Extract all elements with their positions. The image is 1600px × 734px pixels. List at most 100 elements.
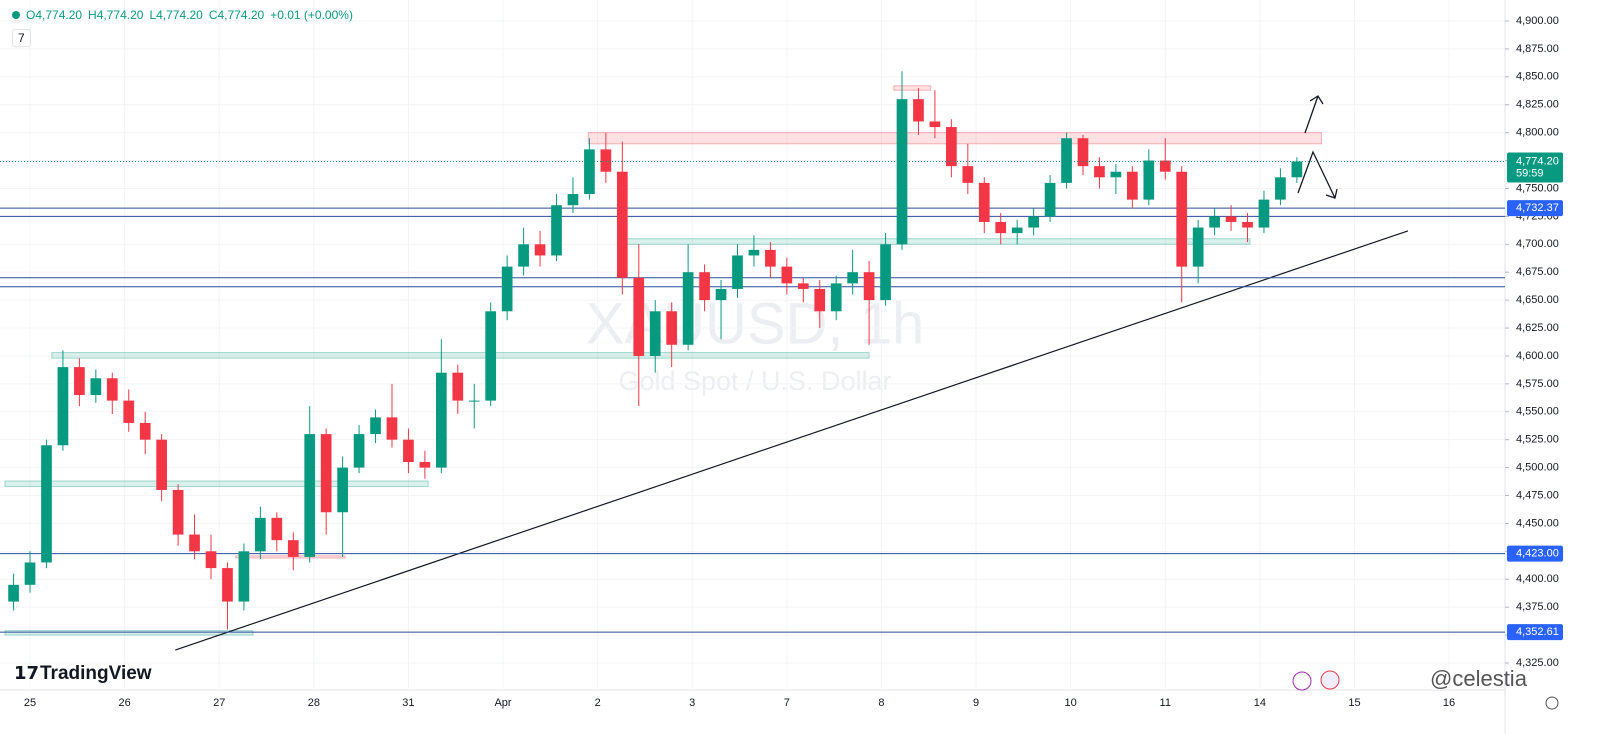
candle-body [551,205,562,256]
candle-body [172,489,184,535]
candle-body [732,255,743,289]
y-tick-label: 4,625.00 [1516,322,1559,334]
x-tick-label: 28 [308,697,320,709]
y-tick-label: 4,550.00 [1516,406,1559,418]
status-dot [12,11,20,19]
arrow-down [1297,150,1338,199]
y-tick-label: 4,675.00 [1516,266,1559,278]
candle-body [748,249,760,256]
candle-body [8,584,19,602]
candle-body [255,517,266,552]
candle-body [1061,138,1072,183]
candle-body [1110,171,1122,178]
x-tick-label: 16 [1443,697,1455,709]
icon-flag[interactable] [1320,670,1340,690]
y-tick-label: 4,525.00 [1516,434,1559,446]
candle-body [1044,182,1056,217]
y-tick-label: 4,325.00 [1516,657,1559,669]
y-tick-label: 4,575.00 [1516,378,1559,390]
x-tick-label: 31 [402,697,414,709]
arrow-up [1304,95,1324,134]
price-label-box [1507,624,1563,641]
candle-body [600,149,612,172]
candle-body [1275,177,1286,200]
candle-body [847,272,859,284]
candle-body [1192,227,1204,267]
ohlc-value: L4,774.20 [149,8,203,22]
candle-body [337,467,348,513]
ohlc-value: C4,774.20 [208,8,265,22]
candle-body [271,517,283,541]
candle-body [699,272,710,301]
candle-body [287,540,299,557]
candle-body [1094,166,1105,178]
zone [893,85,932,91]
x-tick-label: 27 [213,697,225,709]
candle-body [1258,199,1270,228]
price-label-box [1507,545,1563,562]
candle-body [123,400,135,423]
price-label: 4,732.37 [1516,202,1559,214]
y-tick-label: 4,600.00 [1516,350,1559,362]
y-tick-label: 4,750.00 [1516,182,1559,194]
candle-body [452,372,464,401]
indicator-toggle[interactable]: 7 [12,29,31,47]
plot [0,0,1505,690]
icon-flash[interactable] [1292,671,1312,691]
watermark-description: Gold Spot / U.S. Dollar [618,366,891,396]
candle-body [1242,221,1253,228]
trend-line [175,230,1409,651]
y-tick-label: 4,900.00 [1516,15,1559,27]
ohlc-value: H4,774.20 [88,8,144,22]
x-tick-label: 25 [24,697,36,709]
candle-body [946,127,957,167]
candle-body [863,272,875,301]
candle-body [616,171,628,278]
brand-logo: 𝟭𝟳 [14,663,39,683]
candle-body [1127,171,1138,200]
candle-body [501,266,513,312]
price-label-box [1507,200,1563,217]
candle-body [534,244,546,256]
candle-body [1209,216,1220,228]
countdown: 59:59 [1516,167,1544,179]
settings-icon[interactable] [1545,696,1559,710]
y-tick-label: 4,850.00 [1516,71,1559,83]
x-tick-label: 11 [1160,697,1171,709]
signature: @celestia [1430,666,1528,691]
x-tick-label: Apr [494,697,511,709]
x-tick-label: 9 [973,697,979,709]
candle-body [57,367,69,446]
candle-body [370,417,381,435]
candle-body [106,378,118,401]
candle-body [1159,160,1171,172]
x-tick-label: 3 [689,697,695,709]
ohlc-legend: O4,774.20 H4,774.20 L4,774.20 C4,774.20 +0.0… [12,8,353,22]
y-tick-label: 4,450.00 [1516,517,1559,529]
candle-body [353,434,365,468]
x-tick-label: 15 [1348,697,1360,709]
candle-body [139,422,151,440]
zone [4,480,429,488]
candle-body [74,367,85,396]
candle-body [41,445,52,563]
candle-body [386,417,398,440]
candle-body [781,266,793,284]
candle-body [222,568,233,602]
candle-body [1143,160,1155,200]
zone [624,238,1251,245]
candle-body [715,288,727,301]
x-tick-label: 2 [595,697,601,709]
ohlc-value: +0.01 (+0.00%) [270,8,353,22]
candle-body [435,372,447,468]
candle-body [485,311,497,401]
candle-body [1225,216,1237,222]
x-tick-label: 7 [784,697,790,709]
candle-body [814,288,826,312]
price-label: 4,423.00 [1516,547,1559,559]
brand: TradingView [40,663,152,684]
y-tick-label: 4,400.00 [1516,573,1559,585]
last-price-label: 4,774.20 [1516,155,1559,167]
